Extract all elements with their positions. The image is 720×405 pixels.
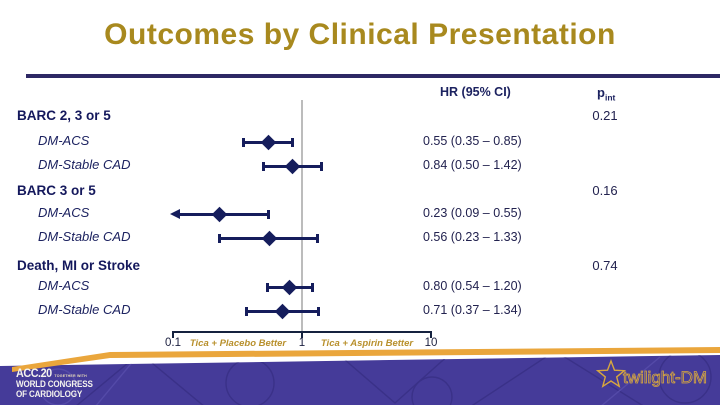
twilight-dm-logo: twilight-DM [595, 359, 707, 388]
error-bar-cap [218, 233, 222, 243]
row-label: DM-Stable CAD [38, 302, 131, 317]
diamond-marker [281, 279, 298, 295]
hr-ci-value: 0.84 (0.50 – 1.42) [423, 158, 522, 172]
reference-line [301, 100, 303, 331]
error-bar-cap [261, 161, 265, 171]
footer-banner [0, 347, 720, 405]
row-label: DM-ACS [38, 133, 90, 148]
error-bar-cap [267, 209, 270, 219]
error-bar-cap [244, 306, 248, 316]
hr-ci-value: 0.80 (0.54 – 1.20) [423, 279, 522, 293]
title-divider [26, 74, 720, 78]
star-outline-icon [595, 359, 627, 388]
error-bar-cap [316, 306, 320, 316]
group-label: BARC 3 or 5 [17, 183, 96, 198]
error-bar-cap [265, 282, 269, 292]
row-label: DM-ACS [38, 205, 90, 220]
p-header-base: p [597, 85, 605, 100]
p-int-value: 0.74 [592, 258, 618, 273]
diamond-marker [211, 206, 228, 222]
p-int-value: 0.16 [592, 183, 618, 198]
error-bar-cap [310, 282, 314, 292]
hr-ci-value: 0.23 (0.09 – 0.55) [423, 206, 522, 220]
axis-tick [301, 331, 303, 338]
hr-ci-value: 0.71 (0.37 – 1.34) [423, 303, 522, 317]
row-label: DM-Stable CAD [38, 229, 131, 244]
diamond-marker [260, 134, 277, 150]
diamond-marker [284, 158, 300, 174]
group-label: Death, MI or Stroke [17, 258, 141, 273]
twilight-dm-logo-text: twilight-DM [623, 368, 707, 387]
p-header-sub: int [604, 92, 616, 103]
axis-tick-label: 10 [424, 337, 438, 349]
axis-direction-label-right: Tica + Aspirin Better [320, 338, 414, 349]
error-bar-cap [316, 233, 320, 243]
axis-direction-label-left: Tica + Placebo Better [189, 338, 287, 349]
hr-ci-value: 0.55 (0.35 – 0.85) [423, 134, 522, 148]
axis-tick-label: 1 [298, 337, 306, 349]
hr-ci-column-header: HR (95% CI) [440, 85, 511, 99]
axis-tick-label: 0.1 [165, 337, 181, 349]
p-int-value: 0.21 [592, 108, 618, 123]
acc20-logo-line2: WORLD CONGRESS [16, 379, 93, 389]
acc20-logo-line3: OF CARDIOLOGY [16, 389, 83, 399]
row-label: DM-ACS [38, 278, 90, 293]
footer-geometric-pattern [39, 355, 712, 405]
footer-purple-band [0, 355, 720, 405]
p-int-column-header: pint [597, 85, 615, 103]
diamond-marker [261, 230, 278, 246]
error-bar-cap [320, 161, 324, 171]
acc20-logo-name: ACC.20 [16, 366, 52, 380]
group-label: BARC 2, 3 or 5 [17, 108, 111, 123]
row-label: DM-Stable CAD [38, 157, 131, 172]
hr-ci-value: 0.56 (0.23 – 1.33) [423, 230, 522, 244]
error-bar-cap [241, 137, 245, 147]
error-bar-cap [291, 137, 295, 147]
ci-arrow-left [170, 208, 180, 219]
acc20-logo-tagline: TOGETHER WITH [54, 373, 87, 378]
diamond-marker [275, 303, 291, 319]
axis-tick [430, 331, 432, 338]
axis-tick [172, 331, 174, 338]
acc20-wcc-logo: ACC.20 TOGETHER WITH WORLD CONGRESS OF C… [16, 367, 93, 399]
page-title: Outcomes by Clinical Presentation [104, 18, 616, 51]
footer-ribbon [12, 347, 720, 372]
